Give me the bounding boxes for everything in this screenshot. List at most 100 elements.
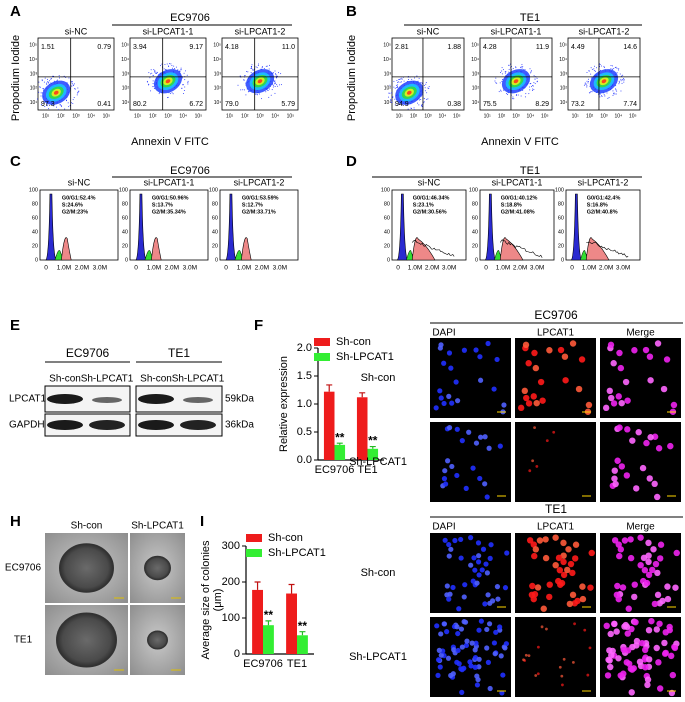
y-tick-label: 10³: [214, 71, 222, 77]
event-dot: [425, 83, 427, 85]
cell: [484, 570, 490, 576]
cell: [664, 583, 671, 590]
event-dot: [268, 96, 270, 98]
cell: [444, 592, 450, 598]
x-tick-label: 3.0M: [616, 265, 630, 272]
cell: [637, 561, 644, 569]
event-dot: [399, 78, 401, 80]
bar: [323, 391, 335, 460]
event-dot: [59, 104, 61, 106]
event-dot: [187, 80, 189, 82]
micrograph: [430, 422, 511, 502]
event-dot: [613, 92, 615, 94]
cell: [458, 666, 464, 672]
cell: [488, 542, 494, 548]
cell: [631, 593, 638, 601]
event-dot: [257, 64, 259, 66]
y-axis-label: Average size of colonies: [200, 540, 212, 660]
band: [47, 420, 83, 430]
cell: [523, 394, 530, 402]
cell: [657, 541, 665, 548]
cell: [455, 630, 461, 637]
cell: [645, 626, 653, 634]
event-dot: [73, 97, 75, 99]
event-dot: [43, 102, 45, 104]
event-dot: [594, 65, 596, 67]
x-tick-label: 10²: [410, 113, 418, 119]
y-tick-label: 10⁴: [383, 57, 391, 63]
event-dot: [423, 85, 425, 87]
event-dot: [420, 82, 422, 84]
event-dot: [411, 78, 413, 80]
cell: [546, 347, 553, 354]
band: [183, 397, 213, 403]
event-dot: [183, 90, 185, 92]
event-dot: [614, 93, 616, 95]
bar: [286, 593, 297, 654]
trace: [411, 239, 455, 257]
event-dot: [49, 80, 51, 82]
event-dot: [170, 63, 172, 65]
cell: [542, 536, 549, 543]
cell: [583, 628, 587, 632]
event-dot: [70, 81, 72, 83]
event-dot: [78, 90, 80, 92]
event-dot: [515, 66, 517, 68]
y-axis-label: (μm): [212, 589, 224, 612]
event-dot: [58, 77, 60, 79]
event-dot: [395, 102, 397, 104]
y-tick-label: 0: [561, 257, 564, 263]
event-dot: [48, 108, 50, 110]
cell: [643, 439, 650, 447]
error-bar: [265, 620, 272, 626]
column-label: LPCAT1: [537, 522, 574, 533]
x-tick-label: 2.0M: [75, 265, 89, 272]
cell: [497, 443, 503, 449]
event-dot: [245, 94, 247, 96]
event-dot: [532, 88, 534, 90]
cell: [552, 534, 559, 541]
cell: [451, 647, 457, 653]
band: [89, 420, 125, 430]
event-dot: [586, 85, 588, 87]
event-dot: [153, 88, 155, 90]
event-dot: [584, 83, 586, 85]
cell: [528, 469, 532, 473]
cell: [534, 584, 542, 591]
event-dot: [68, 77, 70, 79]
x-tick-label: 10²: [57, 113, 65, 119]
event-dot: [595, 67, 597, 69]
y-tick-label: 1.0: [297, 398, 312, 410]
event-dot: [168, 63, 170, 65]
event-dot: [502, 79, 504, 81]
event-dot: [268, 88, 270, 90]
event-dot: [398, 81, 400, 83]
quadrant-value: 4.49: [571, 44, 585, 51]
event-dot: [423, 98, 425, 100]
phase-text: G2/M:40.8%: [587, 209, 618, 215]
x-tick-label: 10²: [586, 113, 594, 119]
event-dot: [154, 70, 156, 72]
event-dot: [615, 93, 617, 95]
event-dot: [398, 103, 400, 105]
size-label: 59kDa: [225, 394, 254, 405]
event-dot: [427, 98, 429, 100]
event-dot: [71, 81, 73, 83]
event-dot: [68, 106, 70, 108]
x-tick-label: 10⁴: [179, 113, 187, 119]
event-dot: [65, 77, 67, 79]
event-dot: [610, 64, 612, 66]
x-axis-label: Annexin V FITC: [131, 136, 209, 148]
cell: [579, 595, 587, 603]
cell: [478, 618, 484, 624]
row-label: Sh-con: [361, 567, 396, 579]
event-dot: [590, 91, 592, 93]
event-dot: [244, 89, 246, 91]
event-dot: [621, 75, 623, 77]
protein-label: GAPDH: [9, 420, 45, 431]
event-dot: [599, 96, 601, 98]
x-tick-label: 10²: [498, 113, 506, 119]
cell: [462, 619, 469, 625]
cell: [539, 397, 546, 404]
event-dot: [622, 79, 624, 81]
